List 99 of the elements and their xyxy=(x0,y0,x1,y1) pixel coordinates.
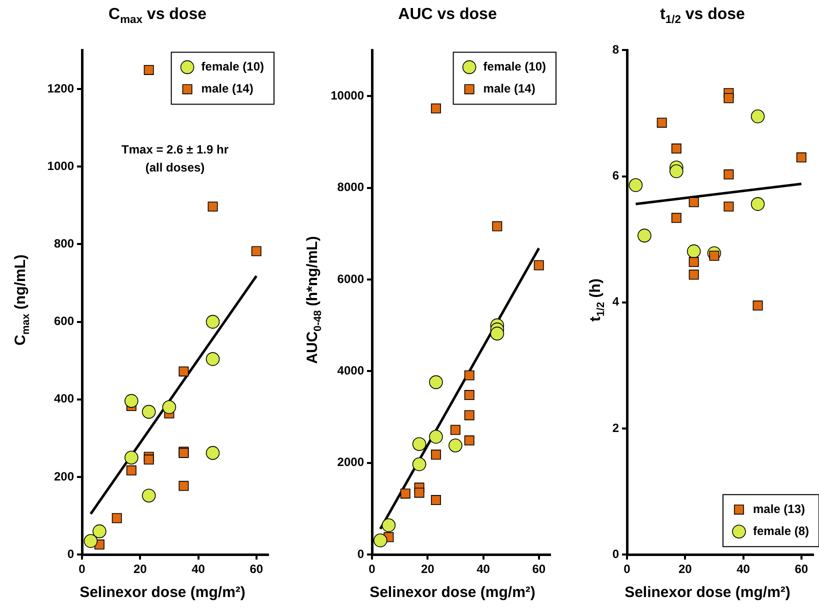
point xyxy=(412,437,426,451)
y-tick-label: 600 xyxy=(54,314,74,328)
y-tick-label: 1200 xyxy=(47,81,74,96)
x-axis-title: Selinexor dose (mg/m²) xyxy=(78,584,246,601)
point xyxy=(206,446,220,460)
chart-title: AUC vs dose xyxy=(397,6,498,24)
point xyxy=(686,244,701,258)
point xyxy=(178,366,189,376)
y-tick-label: 6 xyxy=(612,168,620,183)
y-tick-label: 2000 xyxy=(337,455,364,470)
point xyxy=(490,326,504,340)
y-tick-label: 400 xyxy=(54,392,74,406)
point xyxy=(412,457,426,472)
legend-label: male (14) xyxy=(201,82,254,96)
point xyxy=(208,202,218,212)
point xyxy=(464,390,474,400)
point xyxy=(671,144,682,154)
x-tick-label: 20 xyxy=(133,562,148,576)
annotation: (all doses) xyxy=(145,160,205,175)
x-axis-title: Selinexor dose (mg/m²) xyxy=(624,584,792,601)
point xyxy=(671,212,682,223)
point xyxy=(688,197,699,208)
point xyxy=(464,410,474,420)
x-tick-label: 20 xyxy=(678,562,692,576)
x-tick-label: 40 xyxy=(736,562,750,576)
point xyxy=(448,438,462,452)
x-tick-label: 60 xyxy=(250,562,264,576)
chart-title: C$_{max}$ vs dose xyxy=(108,6,208,26)
point xyxy=(142,404,156,419)
point xyxy=(724,202,734,212)
point xyxy=(400,488,410,499)
x-tick-label: 60 xyxy=(794,562,808,576)
point xyxy=(414,488,424,498)
point xyxy=(206,314,220,329)
point xyxy=(430,103,441,114)
y-tick-label: 0 xyxy=(357,546,364,561)
point xyxy=(450,424,460,435)
point xyxy=(492,221,502,232)
point xyxy=(124,394,138,408)
legend-label: male (13) xyxy=(752,502,806,516)
point xyxy=(144,64,154,75)
point xyxy=(724,93,734,104)
point xyxy=(126,465,136,476)
point xyxy=(142,488,156,503)
point xyxy=(430,450,441,460)
x-axis-title: Selinexor dose (mg/m²) xyxy=(368,584,536,601)
point xyxy=(796,152,806,162)
point xyxy=(251,246,262,256)
x-tick-label: 40 xyxy=(192,562,206,576)
y-tick-label: 4000 xyxy=(337,363,364,378)
y-tick-label: 10000 xyxy=(330,88,364,102)
x-tick-label: 60 xyxy=(532,562,546,576)
point xyxy=(464,435,474,446)
point xyxy=(534,260,544,270)
point xyxy=(670,164,684,178)
point xyxy=(124,450,138,464)
point xyxy=(373,533,388,548)
legend-label: male (14) xyxy=(483,82,536,96)
point xyxy=(752,300,763,311)
point xyxy=(638,228,652,242)
point xyxy=(628,178,643,192)
legend-label: female (10) xyxy=(483,60,546,74)
point xyxy=(178,480,189,491)
x-tick-label: 20 xyxy=(420,562,435,576)
y-tick-label: 0 xyxy=(67,546,74,561)
y-tick-label: 6000 xyxy=(337,272,364,286)
x-tick-label: 40 xyxy=(476,562,490,576)
point xyxy=(750,197,765,211)
annotation: Tmax = 2.6 ± 1.9 hr xyxy=(122,142,229,157)
point xyxy=(429,430,443,444)
y-tick-label: 8000 xyxy=(337,180,364,194)
x-tick-label: 0 xyxy=(368,562,376,576)
point xyxy=(84,534,98,548)
point xyxy=(206,352,220,366)
point xyxy=(688,257,699,268)
point xyxy=(162,400,176,414)
y-tick-label: 1000 xyxy=(47,158,74,173)
y-tick-label: 0 xyxy=(612,546,620,561)
y-tick-label: 8 xyxy=(612,42,620,57)
point xyxy=(750,110,765,124)
point xyxy=(464,370,474,380)
point xyxy=(688,270,699,280)
chart-title: t$_{1/2}$ vs dose xyxy=(659,6,746,26)
point xyxy=(112,513,122,524)
point xyxy=(429,375,443,390)
y-tick-label: 200 xyxy=(54,469,74,484)
legend-label: female (8) xyxy=(752,524,810,538)
y-tick-label: 800 xyxy=(54,236,74,251)
point xyxy=(92,524,106,538)
point xyxy=(144,454,154,465)
point xyxy=(724,169,734,180)
point xyxy=(382,518,396,532)
x-tick-label: 0 xyxy=(624,562,631,576)
x-tick-label: 0 xyxy=(78,562,86,576)
point xyxy=(656,118,667,128)
legend-label: female (10) xyxy=(201,60,264,74)
point xyxy=(430,495,441,506)
y-tick-label: 4 xyxy=(612,294,620,309)
y-tick-label: 2 xyxy=(612,420,620,435)
